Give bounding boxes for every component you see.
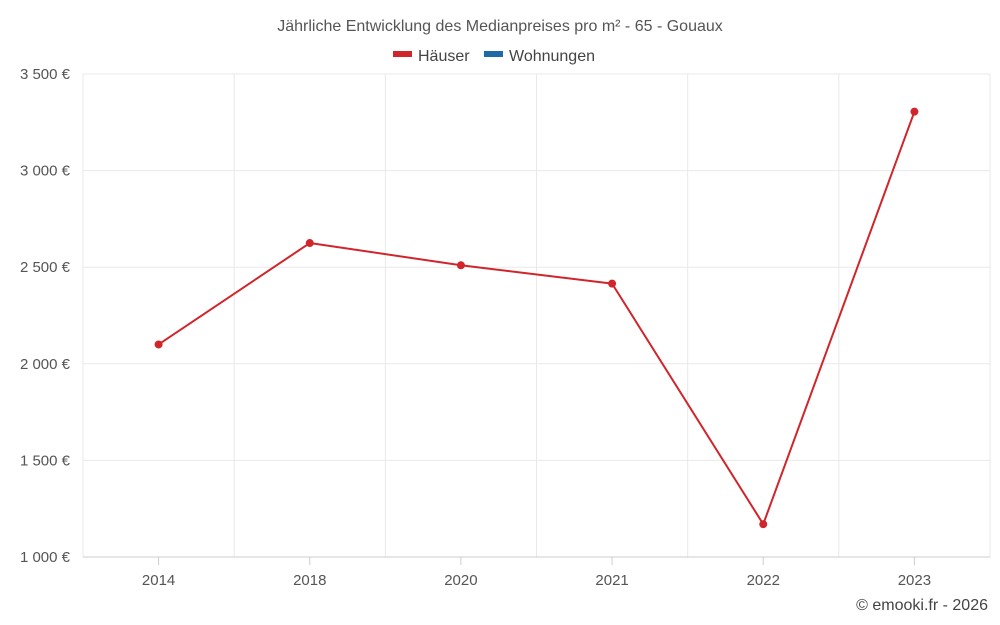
series-line-0 [158, 111, 916, 526]
grid-lines [82, 73, 991, 557]
x-tick-label: 2022 [747, 572, 780, 589]
credit-text: © emooki.fr - 2026 [856, 597, 988, 614]
data-point[interactable] [305, 239, 314, 248]
axes: 3 500 € 3 000 € 2 500 € 2 000 € 1 500 € 1 000… [20, 66, 990, 589]
x-tick-label: 2020 [444, 572, 477, 589]
y-tick-label: 3 000 € [20, 163, 71, 180]
legend-swatch-haeuser[interactable] [393, 51, 412, 57]
data-point[interactable] [154, 340, 163, 349]
y-tick-label: 1 000 € [20, 549, 71, 566]
data-point[interactable] [456, 261, 465, 270]
y-tick-label: 3 500 € [20, 66, 71, 83]
x-tick-label: 2021 [595, 572, 628, 589]
x-tick-label: 2023 [898, 572, 931, 589]
legend-label-wohnungen[interactable]: Wohnungen [509, 48, 595, 65]
chart-title: Jährliche Entwicklung des Medianpreises … [277, 18, 723, 35]
y-tick-label: 2 500 € [20, 259, 71, 276]
data-point[interactable] [910, 107, 919, 116]
legend-label-haeuser[interactable]: Häuser [418, 48, 470, 65]
x-tick-label: 2014 [142, 572, 175, 589]
series-layer [154, 107, 919, 529]
y-tick-label: 1 500 € [20, 452, 71, 469]
data-point[interactable] [759, 520, 768, 529]
x-tick-label: 2018 [293, 572, 326, 589]
data-point[interactable] [608, 279, 617, 288]
legend: Häuser Wohnungen [393, 48, 595, 65]
legend-swatch-wohnungen[interactable] [484, 51, 503, 57]
y-tick-label: 2 000 € [20, 356, 71, 373]
